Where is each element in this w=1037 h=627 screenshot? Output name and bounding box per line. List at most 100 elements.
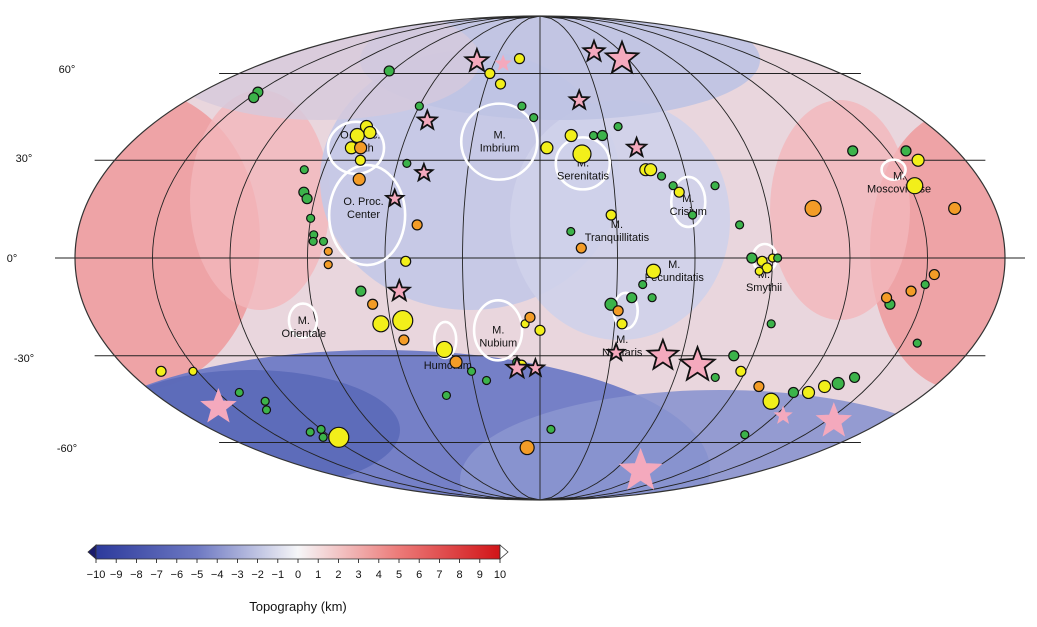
site-marker: [920, 279, 930, 290]
north-lowland: [360, 16, 760, 120]
site-marker: [494, 78, 507, 90]
basin-outline: [287, 302, 319, 339]
site-marker: [411, 219, 423, 231]
site-marker: [644, 163, 658, 177]
impact-star-marker: [386, 277, 413, 303]
basin-label: O. Proc. Center: [343, 196, 383, 221]
site-marker: [234, 387, 244, 398]
site-marker: [616, 318, 628, 330]
site-marker: [912, 338, 922, 348]
colorbar-tick-label: 10: [494, 569, 506, 581]
site-marker: [352, 172, 366, 186]
site-marker: [318, 432, 328, 442]
site-marker: [596, 129, 608, 142]
site-marker: [804, 199, 822, 218]
site-marker: [710, 372, 720, 383]
colorbar-tick-label: 5: [396, 569, 402, 581]
site-marker: [441, 390, 452, 401]
impact-star-marker: [603, 39, 641, 75]
impact-star-marker: [773, 405, 793, 424]
colorbar-tick-label: 6: [416, 569, 422, 581]
site-marker: [566, 226, 576, 237]
colorbar-tick-label: −7: [150, 569, 163, 581]
site-marker: [316, 424, 326, 434]
colorbar-max-arrow: [499, 544, 509, 560]
colorbar-tick-label: −10: [87, 569, 106, 581]
site-marker: [323, 260, 333, 270]
colorbar-tick-label: 0: [295, 569, 301, 581]
site-marker: [673, 186, 685, 198]
site-marker: [564, 128, 578, 143]
colorbar-tick-label: −6: [171, 569, 184, 581]
site-marker: [546, 424, 556, 434]
site-marker: [645, 263, 662, 279]
site-marker: [928, 268, 940, 281]
site-marker: [328, 426, 350, 448]
site-marker: [299, 165, 309, 175]
site-marker: [524, 311, 536, 323]
site-marker: [534, 324, 546, 336]
site-marker: [529, 113, 539, 123]
site-marker: [414, 101, 424, 111]
basin-label: M. Nubium: [479, 325, 517, 350]
basin-outline: [669, 175, 707, 229]
site-marker: [880, 292, 893, 304]
lat-label-minus60: -60°: [57, 443, 77, 455]
colorbar-tick-label: 2: [335, 569, 341, 581]
site-marker: [728, 350, 740, 362]
meridian-line: [539, 15, 696, 501]
colorbar-tick-label: 1: [315, 569, 321, 581]
impact-star-marker: [413, 161, 435, 183]
site-marker: [906, 177, 924, 195]
site-marker: [831, 376, 845, 391]
basin-outline: [459, 102, 539, 181]
impact-star-marker: [383, 187, 406, 208]
site-marker: [905, 285, 917, 297]
site-marker: [484, 67, 496, 80]
site-marker: [383, 65, 395, 77]
site-marker: [392, 309, 414, 332]
site-marker: [363, 125, 377, 140]
site-marker: [301, 193, 313, 205]
colorbar-tick-label: −4: [211, 569, 224, 581]
impact-star-marker: [494, 54, 512, 71]
impact-star-marker: [605, 340, 628, 362]
site-marker: [575, 242, 587, 254]
site-marker: [318, 236, 329, 247]
site-marker: [188, 366, 198, 376]
lat-label-minus30: -30°: [14, 353, 34, 365]
site-marker: [762, 392, 780, 410]
meridian-line: [539, 15, 851, 501]
colorbar-ticks: −10 −9 −8 −7 −6 −5 −4 −3 −2 −1 0 1 2 3 4 5 6 7 8 9 10: [87, 559, 506, 581]
colorbar-tick-label: −3: [231, 569, 244, 581]
colorbar-tick-label: −9: [110, 569, 123, 581]
meridian-line: [539, 15, 618, 501]
colorbar-title: Topography (km): [249, 599, 347, 614]
site-marker: [354, 154, 366, 166]
site-marker: [513, 53, 526, 65]
colorbar-tick-label: 9: [477, 569, 483, 581]
site-marker: [466, 366, 477, 376]
site-marker: [305, 427, 315, 437]
site-marker: [710, 181, 720, 191]
site-marker: [354, 141, 368, 155]
site-marker: [398, 334, 410, 346]
site-marker: [435, 340, 453, 359]
impact-star-marker: [618, 447, 663, 490]
colorbar-tick-label: −2: [251, 569, 264, 581]
colorbar-tick-label: 4: [376, 569, 382, 581]
site-marker: [323, 246, 333, 256]
lat-label-60: 60°: [59, 64, 76, 76]
map-border: [74, 15, 1006, 501]
impact-star-marker: [463, 46, 491, 73]
site-marker: [746, 252, 758, 264]
site-marker: [261, 405, 272, 415]
site-marker: [402, 158, 412, 168]
highland-patch: [190, 90, 330, 310]
colorbar-tick-label: −5: [191, 569, 204, 581]
site-marker: [367, 298, 379, 310]
site-marker: [801, 385, 816, 400]
impact-star-marker: [624, 135, 649, 158]
site-marker: [308, 236, 318, 247]
